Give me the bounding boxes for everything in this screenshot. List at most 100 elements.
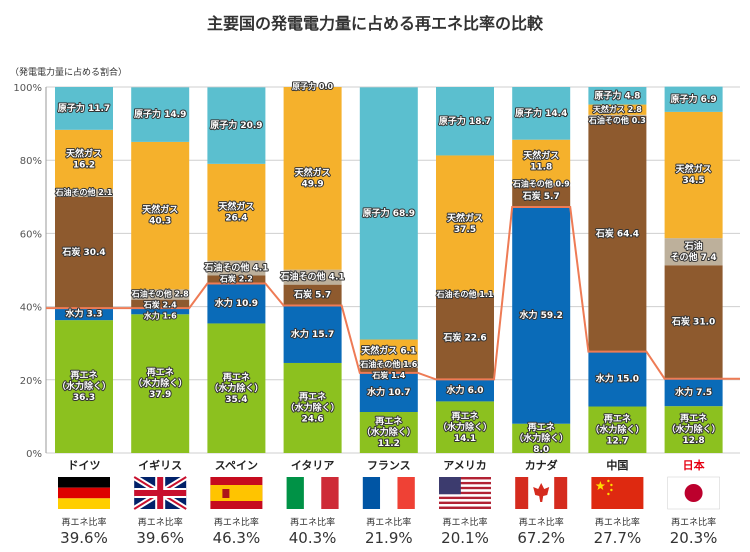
bar-segment	[512, 423, 571, 453]
ratio-value: 20.1%	[441, 529, 489, 547]
x-tick-label: アメリカ	[443, 459, 486, 472]
data-label: 天然ガス 26.4	[218, 200, 254, 223]
data-label: 水力 1.6	[143, 311, 177, 321]
data-label: 水力 15.0	[596, 373, 639, 385]
x-tick-label: 中国	[606, 458, 628, 472]
ratio-label: 再エネ比率	[671, 516, 716, 528]
ratio-label: 再エネ比率	[138, 516, 183, 528]
data-label: 石油その他 0.3	[588, 115, 646, 125]
bar-segment	[588, 114, 647, 116]
x-tick-label: スペイン	[215, 459, 258, 472]
bar-segment	[588, 104, 647, 115]
data-label: 天然ガス 37.5	[447, 212, 483, 235]
ratio-value: 67.2%	[517, 529, 565, 547]
bar-segment	[359, 87, 418, 340]
bar-segment	[588, 406, 647, 453]
japan-flag	[667, 476, 720, 510]
canada-flag	[515, 477, 568, 509]
data-label: 再エネ（水力除く） 14.1	[438, 411, 492, 444]
data-label: 再エネ（水力除く） 8.0	[514, 422, 568, 455]
y-tick-label: 80%	[20, 156, 42, 167]
data-label: 石油その他 0.9	[512, 179, 570, 189]
ratio-value: 20.3%	[670, 529, 718, 547]
bar-segment	[512, 186, 571, 208]
y-tick-label: 100%	[13, 83, 42, 94]
data-label: 再エネ（水力除く） 36.3	[57, 370, 111, 403]
data-label: 石油その他 2.8	[131, 289, 189, 299]
x-tick-label: フランス	[367, 459, 411, 472]
x-tick-label: 日本	[683, 458, 705, 472]
ratio-value: 46.3%	[213, 529, 261, 547]
x-tick-label: イギリス	[138, 458, 182, 472]
bar-segment	[131, 289, 190, 300]
data-label: 石炭 1.4	[371, 370, 405, 380]
bar-segment	[664, 238, 723, 266]
bar-segment	[131, 141, 190, 290]
ratio-label: 再エネ比率	[214, 516, 259, 528]
data-label: 再エネ（水力除く） 12.8	[667, 413, 721, 446]
bar-segment	[131, 314, 190, 453]
italy-flag	[286, 477, 339, 509]
y-tick-label: 60%	[20, 229, 42, 240]
bar-segment	[207, 163, 266, 261]
data-label: 水力 6.0	[446, 384, 483, 396]
bar-segment	[55, 196, 113, 309]
x-tick-label: イタリア	[291, 459, 335, 472]
ratio-label: 再エネ比率	[519, 516, 564, 528]
data-label: 原子力 4.8	[594, 89, 640, 101]
data-label: 天然ガス 16.2	[66, 148, 102, 171]
data-label: 原子力 11.7	[58, 102, 110, 114]
bar-segment	[436, 155, 494, 293]
bar-segment	[664, 86, 723, 112]
bar-segment	[55, 320, 113, 453]
bar-segment	[283, 305, 342, 363]
bar-segment	[207, 260, 266, 276]
bar-segment	[207, 323, 266, 453]
france-flag	[362, 477, 415, 509]
bar-segment	[512, 207, 571, 424]
bar-segment	[283, 269, 342, 285]
data-label: 天然ガス 2.8	[593, 104, 642, 114]
bar-segment	[55, 308, 113, 321]
data-label: 石油その他 1.6	[359, 359, 417, 369]
data-label: 石炭 31.0	[671, 316, 715, 328]
bar-segment	[436, 296, 494, 380]
data-label: 水力 10.7	[367, 386, 410, 398]
bar-segment	[512, 139, 571, 183]
usa-flag	[439, 477, 491, 509]
bar-segment	[207, 275, 266, 284]
bar-segment	[55, 189, 113, 197]
ratio-label: 再エネ比率	[442, 516, 487, 528]
bar-segment	[436, 292, 494, 297]
bar-segment	[588, 87, 647, 105]
data-label: 水力 15.7	[291, 328, 334, 340]
bar-segment	[436, 87, 494, 156]
bar-segment	[283, 87, 342, 270]
bar-segment	[664, 111, 723, 239]
data-label: 石炭 5.7	[293, 289, 331, 301]
bar-segment	[55, 87, 113, 130]
data-label: 原子力 68.9	[363, 207, 415, 219]
data-label: 石油その他 2.1	[55, 187, 113, 197]
data-label: 石油その他 7.4	[671, 240, 717, 263]
renewable-ratio-line	[46, 206, 740, 381]
data-label: 原子力 14.9	[134, 108, 186, 120]
bar-segment	[664, 265, 723, 379]
bar-segment	[588, 115, 647, 352]
data-label: 再エネ（水力除く） 35.4	[209, 372, 263, 405]
data-label: 石炭 30.4	[61, 246, 105, 258]
data-label: 石炭 22.6	[442, 332, 486, 344]
bar-segment	[207, 87, 266, 164]
data-label: 原子力 6.9	[671, 93, 717, 105]
bar-segment	[359, 372, 418, 413]
bar-segment	[283, 362, 342, 453]
ratio-value: 27.7%	[594, 529, 642, 547]
bar-segment	[207, 283, 266, 324]
data-label: 再エネ（水力除く） 11.2	[362, 416, 416, 449]
germany-flag	[58, 477, 110, 509]
data-label: 再エネ（水力除く） 37.9	[133, 367, 187, 400]
y-tick-label: 40%	[20, 303, 42, 314]
bar-segment	[512, 182, 571, 187]
ratio-value: 39.6%	[136, 529, 184, 547]
data-label: 石炭 2.4	[143, 300, 177, 310]
